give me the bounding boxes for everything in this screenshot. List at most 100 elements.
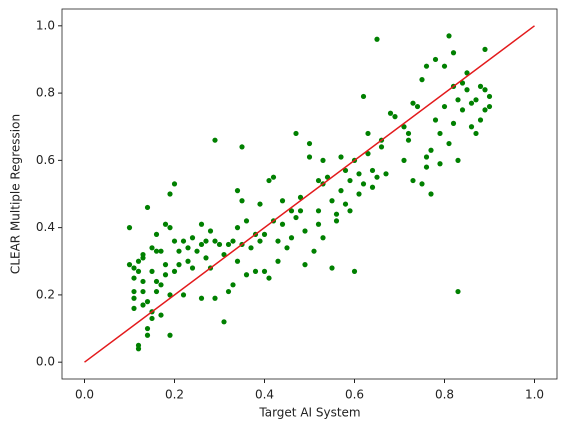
x-tick-label: 0.0 — [75, 388, 94, 402]
point — [369, 167, 376, 174]
point — [423, 154, 430, 160]
point — [347, 177, 353, 184]
point — [212, 238, 218, 244]
point — [473, 97, 479, 103]
point — [257, 238, 263, 244]
x-tick-label: 0.6 — [345, 388, 364, 402]
plot-frame — [61, 8, 558, 380]
point — [455, 288, 461, 295]
point — [212, 137, 218, 143]
point — [162, 272, 169, 278]
point — [275, 238, 281, 244]
point — [234, 258, 241, 264]
point — [482, 87, 488, 93]
point — [432, 56, 439, 63]
point — [482, 46, 488, 52]
point — [486, 93, 493, 100]
point — [315, 177, 322, 184]
point — [162, 262, 169, 268]
point — [266, 275, 272, 281]
point — [131, 265, 137, 271]
x-axis-label: Target AI System — [258, 406, 360, 420]
point — [131, 305, 137, 311]
y-tick-label: 0.6 — [36, 153, 55, 167]
point — [455, 157, 461, 163]
point — [144, 332, 151, 338]
point — [338, 154, 344, 160]
y-axis-label: CLEAR Multiple Regression — [9, 114, 23, 274]
point — [419, 181, 425, 187]
point — [365, 130, 371, 137]
point — [279, 221, 286, 227]
point — [360, 181, 367, 187]
point — [284, 245, 290, 251]
point — [221, 319, 227, 325]
point — [423, 164, 430, 170]
point — [455, 97, 461, 103]
point — [194, 248, 200, 254]
point — [140, 255, 146, 261]
point — [158, 248, 164, 254]
point — [252, 268, 259, 274]
point — [311, 248, 317, 254]
point — [297, 194, 304, 200]
point — [315, 221, 322, 227]
point — [158, 312, 164, 318]
point — [171, 238, 178, 244]
point — [140, 302, 146, 308]
y-tick-label: 0.8 — [36, 86, 55, 100]
point — [171, 268, 178, 274]
point — [243, 218, 250, 224]
point — [198, 295, 205, 301]
point — [324, 174, 331, 180]
point — [144, 204, 151, 211]
y-tick-label: 0.4 — [36, 220, 55, 234]
point — [162, 221, 169, 227]
point — [225, 241, 232, 248]
point — [450, 120, 457, 126]
point — [401, 124, 407, 130]
point — [131, 295, 137, 301]
point — [189, 265, 196, 271]
point — [464, 87, 470, 93]
point — [351, 268, 358, 274]
point — [392, 114, 398, 120]
point — [135, 258, 142, 264]
point — [441, 63, 448, 69]
point — [306, 140, 313, 147]
point — [167, 225, 173, 231]
point — [212, 295, 218, 301]
reference-line — [84, 25, 535, 363]
y-tick-label: 0.0 — [36, 355, 55, 369]
point — [302, 262, 308, 268]
point — [230, 282, 236, 288]
point — [198, 221, 205, 227]
point — [153, 248, 160, 254]
point — [153, 231, 160, 237]
point — [437, 130, 443, 137]
point — [167, 191, 173, 197]
y-tick-label: 1.0 — [36, 18, 55, 32]
point — [486, 103, 493, 110]
point — [302, 228, 308, 234]
point — [464, 70, 470, 76]
point — [248, 245, 254, 251]
point — [437, 161, 443, 167]
point — [153, 278, 160, 285]
point — [131, 288, 137, 295]
point — [126, 262, 133, 268]
point — [149, 315, 155, 322]
y-tick-label: 0.2 — [36, 287, 55, 301]
point — [288, 208, 295, 214]
point — [347, 208, 353, 214]
point — [135, 346, 142, 352]
point — [401, 157, 407, 163]
point — [378, 144, 385, 150]
point — [149, 245, 155, 251]
point — [221, 251, 227, 258]
point — [198, 241, 205, 248]
point — [288, 235, 295, 241]
point — [423, 63, 430, 69]
point — [473, 130, 479, 137]
point — [185, 245, 191, 251]
